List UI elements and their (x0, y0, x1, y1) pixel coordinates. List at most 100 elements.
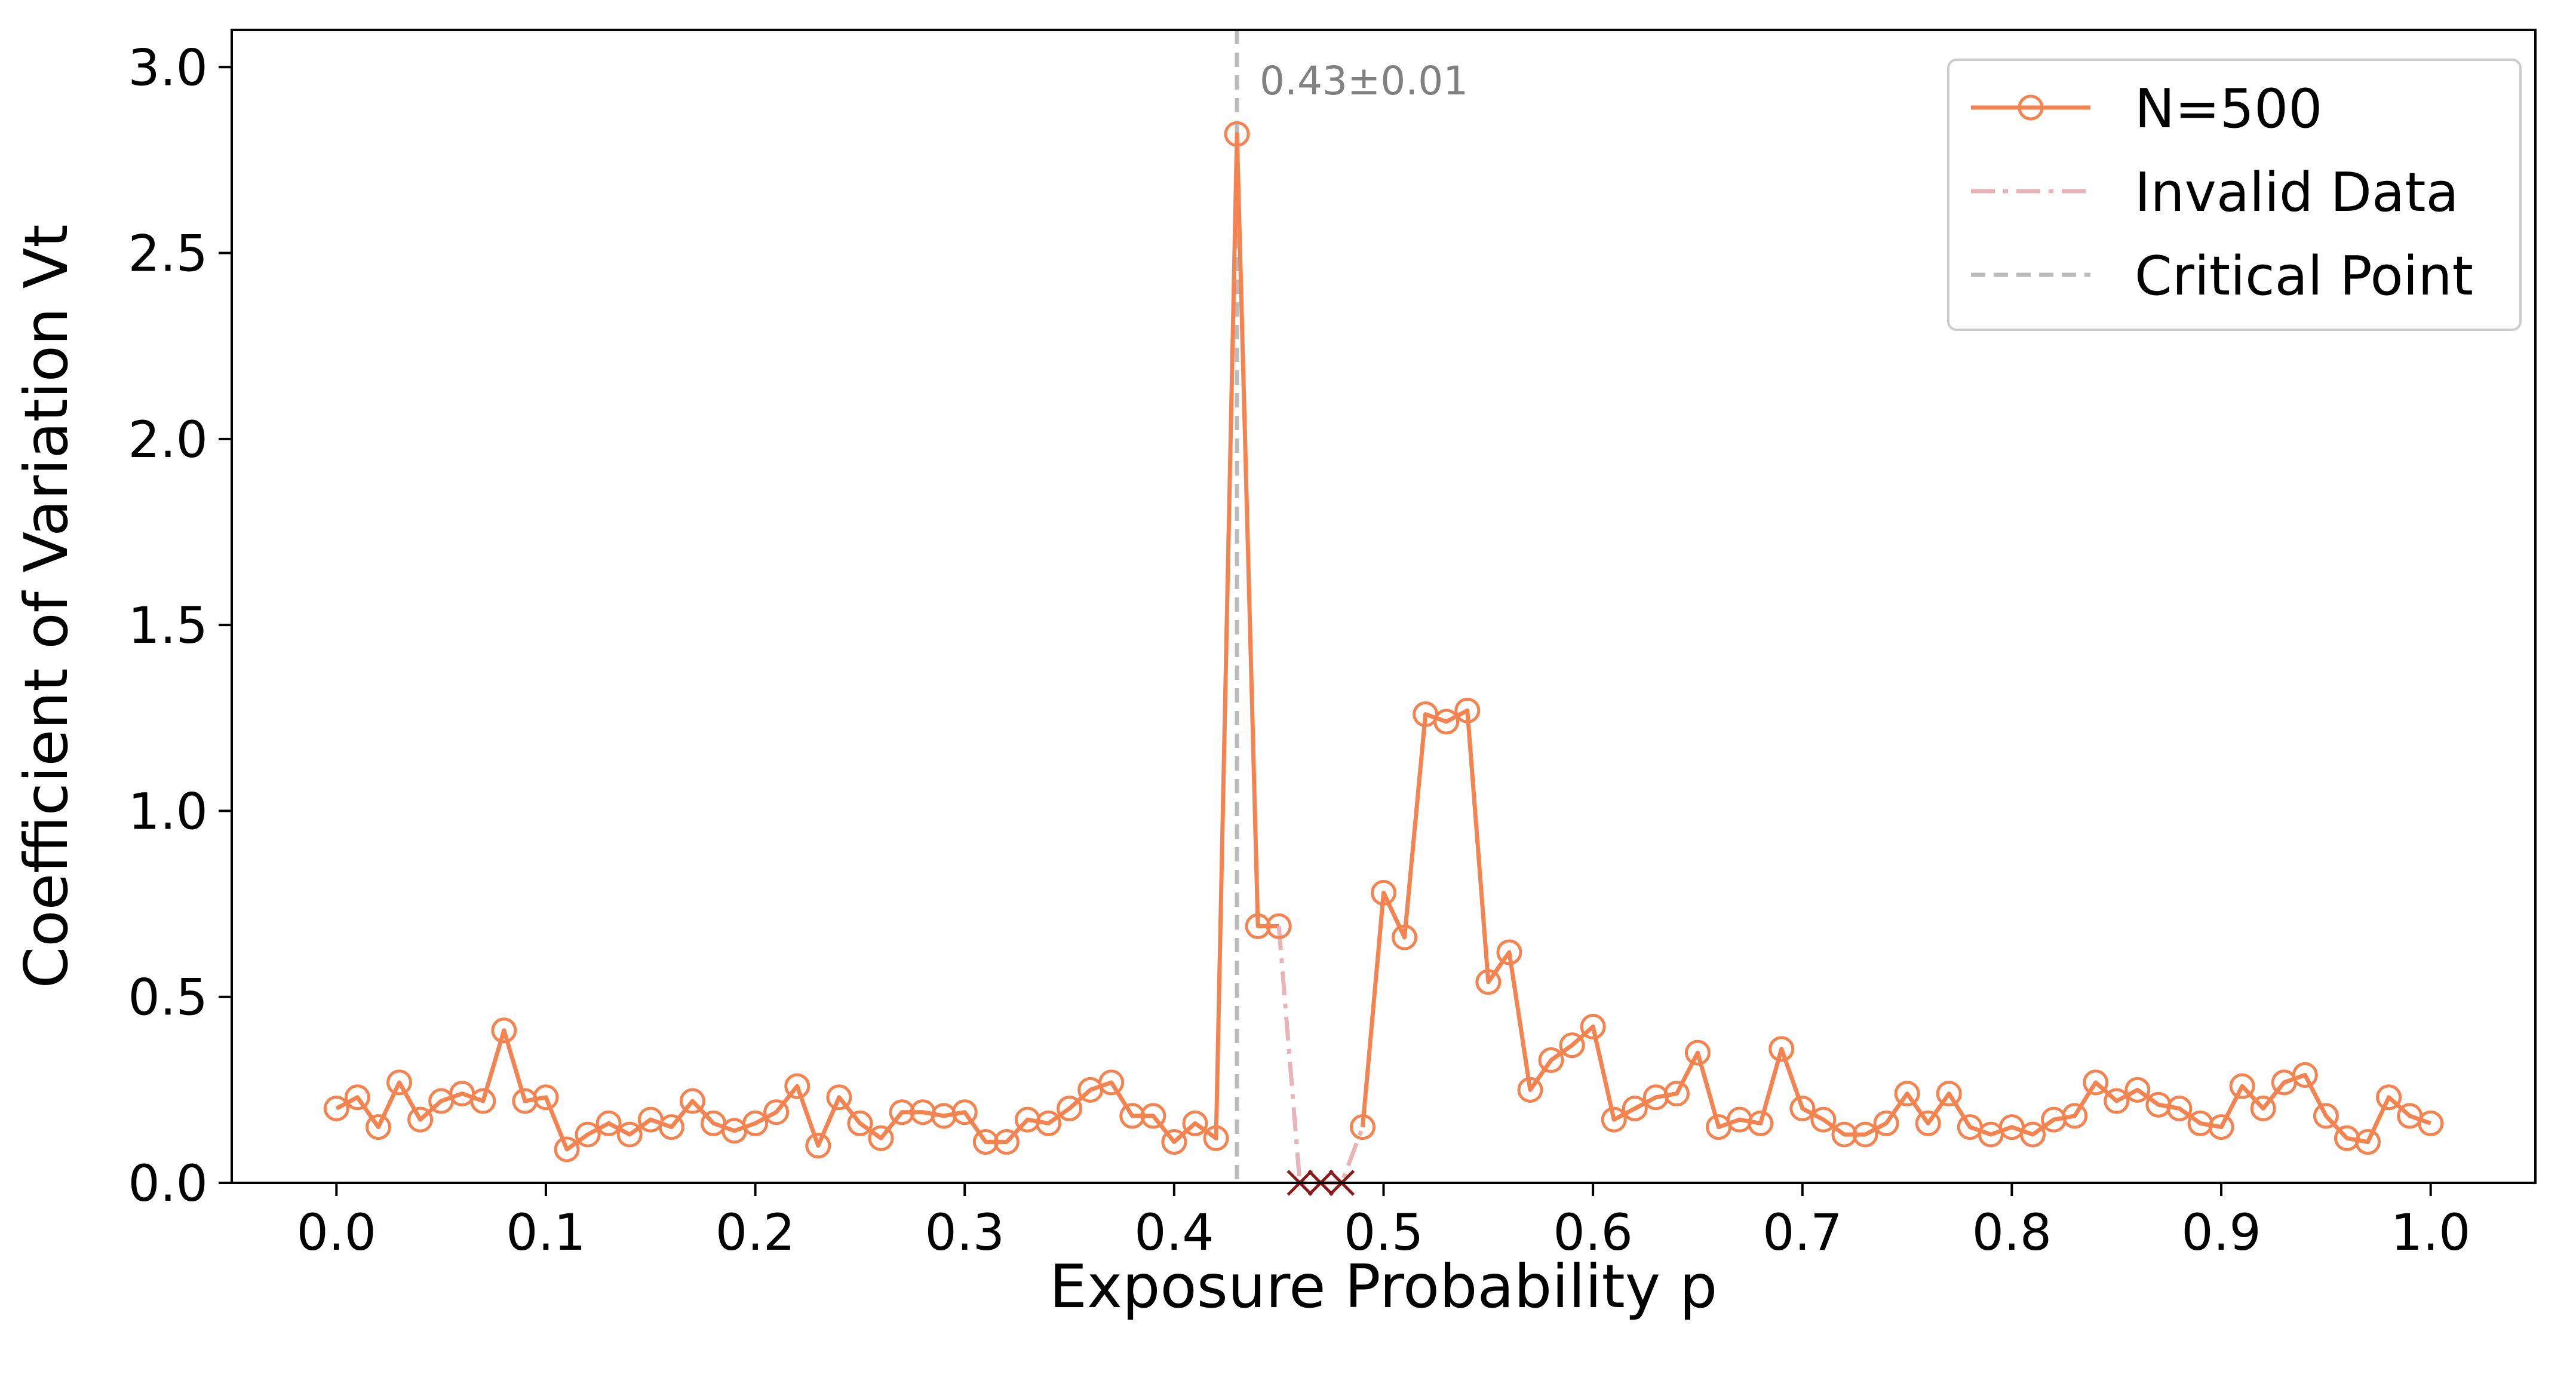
data-point (889, 1099, 915, 1125)
data-point (1098, 1069, 1125, 1096)
data-point (2418, 1110, 2444, 1136)
data-point (1622, 1095, 1648, 1121)
legend-label-n500: N=500 (2135, 78, 2323, 140)
data-point (533, 1084, 559, 1111)
data-point (1936, 1081, 1962, 1107)
data-point (554, 1136, 580, 1163)
x-tick-label: 0.1 (506, 1203, 586, 1262)
data-point (1140, 1103, 1166, 1129)
data-point (491, 1017, 517, 1044)
data-point (323, 1095, 349, 1121)
data-point (763, 1099, 790, 1125)
data-point (1601, 1106, 1627, 1133)
x-tick-label: 0.9 (2181, 1203, 2261, 1262)
data-point (868, 1125, 894, 1151)
x-tick-label: 1.0 (2391, 1203, 2471, 1262)
data-point (2104, 1088, 2130, 1114)
x-axis-label: Exposure Probability p (1049, 1252, 1718, 1321)
plot-frame (231, 29, 2537, 1184)
x-tick-label: 0.0 (297, 1203, 377, 1262)
data-point (1894, 1081, 1920, 1107)
data-point (1852, 1121, 1878, 1148)
y-axis-label: Coefficient of Variation Vt (11, 224, 81, 988)
data-point (1266, 913, 1292, 939)
x-tick-label: 0.8 (1972, 1203, 2052, 1262)
data-point (344, 1084, 370, 1111)
data-point (1371, 879, 1396, 906)
data-point (1245, 913, 1271, 939)
data-point (2229, 1073, 2255, 1099)
y-tick-label: 0.5 (128, 968, 208, 1027)
data-point (1915, 1110, 1941, 1136)
data-point (470, 1088, 496, 1114)
y-tick-label: 0.0 (128, 1154, 208, 1213)
data-point (1580, 1014, 1606, 1040)
data-point (2166, 1095, 2193, 1121)
data-point (595, 1110, 622, 1136)
data-point (1203, 1125, 1229, 1151)
data-point (365, 1114, 391, 1140)
y-tick-label: 2.5 (128, 225, 208, 283)
data-point (972, 1129, 999, 1155)
data-point (993, 1129, 1020, 1155)
data-point (1224, 121, 1250, 147)
legend-label-critical: Critical Point (2135, 245, 2473, 308)
data-point (1161, 1129, 1187, 1155)
legend-label-invalid: Invalid Data (2135, 161, 2459, 224)
data-point (2250, 1095, 2276, 1121)
data-point (1119, 1103, 1146, 1129)
data-point (679, 1088, 705, 1114)
series-line-1 (1360, 708, 2431, 1145)
data-point (784, 1073, 810, 1099)
data-point (1873, 1110, 1899, 1136)
data-point (1684, 1039, 1711, 1066)
series-line-0 (335, 131, 1279, 1152)
data-point (1454, 697, 1481, 723)
data-point (2124, 1077, 2151, 1103)
data-point (1538, 1047, 1564, 1074)
data-point (1392, 924, 1418, 950)
data-point (805, 1133, 831, 1159)
data-point (1559, 1032, 1585, 1059)
legend: N=500 Invalid Data Critical Point (1947, 59, 2522, 331)
data-point (2019, 1121, 2046, 1148)
data-point (386, 1069, 413, 1096)
data-point (1433, 709, 1460, 735)
data-point (2354, 1129, 2381, 1155)
y-tick-label: 1.5 (128, 596, 208, 655)
data-point (1831, 1121, 1857, 1148)
data-point (2208, 1114, 2234, 1140)
data-point (2313, 1103, 2339, 1129)
data-point (847, 1110, 873, 1136)
data-point (951, 1099, 978, 1125)
data-point (575, 1121, 601, 1148)
data-point (1748, 1110, 1774, 1136)
data-point (1035, 1110, 1061, 1136)
x-tick-label: 0.6 (1553, 1203, 1633, 1262)
data-point (1057, 1095, 1083, 1121)
data-point (1810, 1106, 1837, 1133)
data-point (1182, 1110, 1208, 1136)
data-point (2083, 1069, 2109, 1096)
x-tick-label: 0.4 (1134, 1203, 1214, 1262)
data-point (1663, 1081, 1690, 1107)
data-point (2376, 1084, 2402, 1111)
y-tick-label: 3.0 (128, 38, 208, 97)
data-point (1349, 1114, 1375, 1140)
data-point (658, 1114, 684, 1140)
x-tick-label: 0.3 (925, 1203, 1005, 1262)
x-tick-label: 0.2 (716, 1203, 796, 1262)
legend-swatch-n500-marker (2018, 94, 2044, 121)
data-point (407, 1106, 434, 1133)
data-point (1475, 969, 1502, 995)
legend-box (1947, 59, 2522, 331)
x-tick-label: 0.7 (1763, 1203, 1843, 1262)
data-point (1496, 939, 1522, 965)
data-point (2062, 1103, 2088, 1129)
data-point (826, 1084, 852, 1111)
data-point (1789, 1095, 1816, 1121)
data-point (2292, 1062, 2318, 1088)
critical-point-annotation: 0.43±0.01 (1260, 58, 1468, 104)
data-point (1768, 1036, 1795, 1062)
